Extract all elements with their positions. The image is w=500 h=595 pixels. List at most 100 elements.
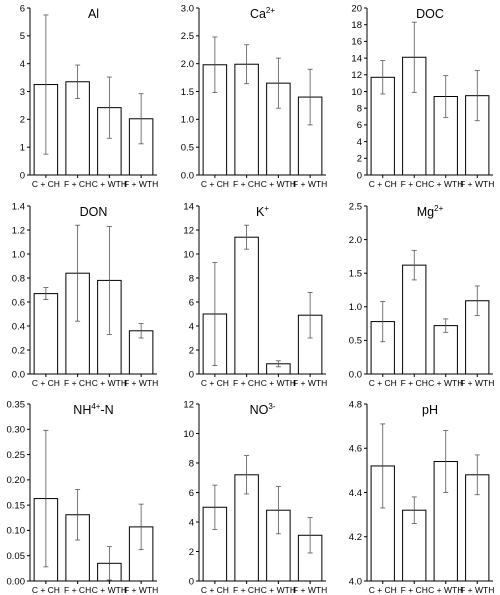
panel-title: K+ xyxy=(256,204,269,219)
y-tick-label: 8 xyxy=(357,104,362,115)
x-tick-label: C + CH xyxy=(369,585,397,595)
y-tick-label: 2.5 xyxy=(181,31,194,42)
x-tick-label: F + WTH xyxy=(293,179,327,189)
y-tick-label: 0 xyxy=(20,170,25,181)
y-tick-label: 1.0 xyxy=(181,115,194,126)
panel-title-suffix: -N xyxy=(100,403,113,417)
y-tick-label: 2 xyxy=(20,115,25,126)
panel-title-superscript: 2+ xyxy=(434,204,443,213)
y-tick-label: 10 xyxy=(183,249,194,260)
x-tick-label: C + CH xyxy=(369,179,397,189)
y-tick-label: 0.5 xyxy=(181,142,194,153)
chart-panel: 0.0 0.2 0.4 0.6 0.8 1.0 1.2 1.4 C + CH F + CH C + … xyxy=(12,201,158,388)
y-tick-label: 1.5 xyxy=(181,87,194,98)
panel-title-superscript: 3- xyxy=(268,402,275,411)
x-tick-label: F + WTH xyxy=(293,585,327,595)
y-tick-label: 4 xyxy=(357,137,362,148)
bar xyxy=(402,264,427,375)
bar xyxy=(33,293,59,375)
x-tick-label: F + CH xyxy=(233,378,260,388)
y-tick-label: 6 xyxy=(357,120,362,131)
y-tick-label: 3.0 xyxy=(181,3,194,14)
y-tick-label: 4.4 xyxy=(349,488,362,499)
y-tick-label: 8 xyxy=(189,273,194,284)
y-tick-label: 14 xyxy=(351,53,362,64)
x-tick-label: F + CH xyxy=(233,585,260,595)
x-tick-label: C + WTH xyxy=(261,179,296,189)
panel-title: DOC xyxy=(416,7,444,21)
chart-panel: 0.0 0.5 1.0 1.5 2.0 2.5 3.0 C + CH F + CH C + WTH… xyxy=(181,3,327,189)
x-tick-label: F + WTH xyxy=(124,585,158,595)
x-tick-label: F + CH xyxy=(401,378,428,388)
x-tick-label: C + CH xyxy=(32,378,60,388)
y-tick-label: 4.0 xyxy=(349,576,362,587)
y-tick-label: 2.0 xyxy=(349,235,362,246)
y-tick-label: 10 xyxy=(183,429,194,440)
y-tick-label: 0.10 xyxy=(7,526,26,537)
y-tick-label: 16 xyxy=(351,37,362,48)
panel-title: NO3- xyxy=(250,402,276,417)
panel-title: Al xyxy=(88,7,99,21)
y-tick-label: 0.0 xyxy=(349,369,362,380)
y-tick-label: 4 xyxy=(20,59,25,70)
x-tick-label: F + CH xyxy=(64,378,91,388)
y-tick-label: 0.6 xyxy=(12,297,25,308)
y-tick-label: 5 xyxy=(20,31,25,42)
y-tick-label: 4 xyxy=(189,321,194,332)
x-tick-label: C + CH xyxy=(369,378,397,388)
y-tick-label: 0.35 xyxy=(7,399,26,410)
panel-title: Ca2+ xyxy=(250,6,275,21)
y-tick-label: 1.5 xyxy=(349,269,362,280)
x-tick-label: C + CH xyxy=(201,179,229,189)
y-tick-label: 0.25 xyxy=(7,450,26,461)
y-tick-label: 3 xyxy=(20,87,25,98)
x-tick-label: C + WTH xyxy=(428,179,463,189)
y-tick-label: 2 xyxy=(189,547,194,558)
x-tick-label: C + WTH xyxy=(92,179,127,189)
x-tick-label: F + CH xyxy=(64,585,91,595)
x-tick-label: F + WTH xyxy=(460,179,494,189)
y-tick-label: 2 xyxy=(189,345,194,356)
x-tick-label: C + CH xyxy=(201,585,229,595)
x-tick-label: C + WTH xyxy=(428,585,463,595)
y-tick-label: 12 xyxy=(183,399,194,410)
y-tick-label: 0.4 xyxy=(12,321,25,332)
panel-title-superscript: 4+ xyxy=(91,402,100,411)
bar xyxy=(433,325,458,375)
y-tick-label: 14 xyxy=(183,201,194,212)
x-tick-label: C + WTH xyxy=(92,378,127,388)
y-tick-label: 2.0 xyxy=(181,59,194,70)
y-tick-label: 0 xyxy=(189,369,194,380)
y-tick-label: 6 xyxy=(189,297,194,308)
y-tick-label: 0.20 xyxy=(7,475,26,486)
x-tick-label: C + WTH xyxy=(261,378,296,388)
x-tick-label: F + CH xyxy=(64,179,91,189)
y-tick-label: 18 xyxy=(351,20,362,31)
y-tick-label: 4.2 xyxy=(349,532,362,543)
y-tick-label: 4 xyxy=(189,517,194,528)
y-tick-label: 2 xyxy=(357,154,362,165)
y-tick-label: 0.05 xyxy=(7,551,26,562)
panel-title-superscript: 2+ xyxy=(266,6,275,15)
bar xyxy=(234,236,259,375)
x-tick-label: F + CH xyxy=(233,179,260,189)
x-tick-label: C + WTH xyxy=(428,378,463,388)
y-tick-label: 1 xyxy=(20,142,25,153)
x-tick-label: C + WTH xyxy=(92,585,127,595)
x-tick-label: F + WTH xyxy=(293,378,327,388)
chart-panel: 0.00 0.05 0.10 0.15 0.20 0.25 0.30 0.35 C + CH F … xyxy=(7,399,159,595)
y-tick-label: 0.8 xyxy=(12,273,25,284)
y-tick-label: 20 xyxy=(351,3,362,14)
y-tick-label: 12 xyxy=(183,225,194,236)
x-tick-label: C + CH xyxy=(201,378,229,388)
y-tick-label: 0.5 xyxy=(349,336,362,347)
y-tick-label: 1.0 xyxy=(349,302,362,313)
y-tick-label: 4.8 xyxy=(349,399,362,410)
y-tick-label: 0.30 xyxy=(7,425,26,436)
y-tick-label: 1.0 xyxy=(12,249,25,260)
y-tick-label: 6 xyxy=(189,488,194,499)
y-tick-label: 8 xyxy=(189,458,194,469)
